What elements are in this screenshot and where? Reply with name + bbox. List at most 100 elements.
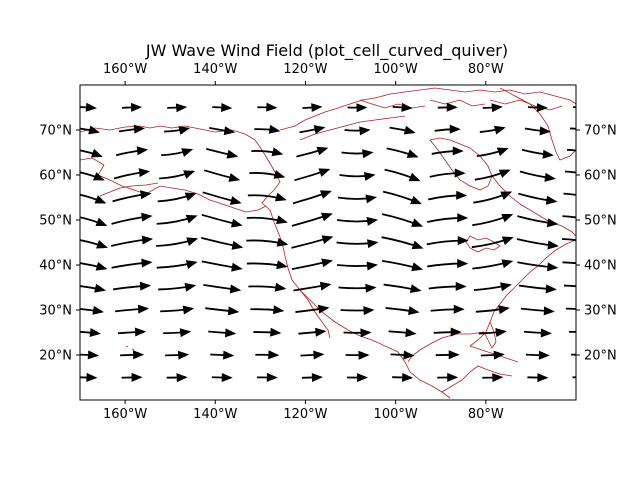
wind-arrow-head: [133, 124, 146, 134]
wind-arrow-head: [184, 282, 197, 292]
wind-arrow-head: [450, 327, 462, 337]
coastline-aleutians: [99, 182, 159, 197]
wind-arrow-head: [587, 148, 599, 157]
lon-tick-label-top: 140°W: [193, 62, 237, 77]
wind-arrow-head: [359, 126, 371, 136]
wind-arrow-head: [453, 304, 465, 314]
wind-arrow-head: [137, 304, 150, 314]
lon-tick-label-bottom: 100°W: [374, 407, 418, 422]
wind-arrow-head: [179, 328, 192, 338]
wind-arrow-head: [455, 281, 467, 291]
wind-arrow-head: [319, 281, 332, 291]
wind-arrow-head: [221, 373, 233, 383]
lat-tick-label-right: 60°N: [584, 169, 617, 184]
wind-arrow-head: [266, 372, 278, 382]
lon-tick-label-bottom: 80°W: [468, 407, 504, 422]
wind-arrow-head: [226, 149, 239, 159]
map-ticks: 160°W 160°W 140°W 140°W 120°W 120°W 100°W 100°W…: [39, 62, 617, 422]
map-content: [80, 87, 599, 399]
wind-arrow-head: [586, 328, 597, 337]
wind-arrow-head: [356, 103, 368, 113]
wind-arrow-head: [537, 373, 549, 383]
wind-arrow-head: [311, 103, 323, 113]
wind-arrow-head: [401, 372, 414, 382]
lon-tick-label-top: 80°W: [468, 62, 504, 77]
wind-arrow-head: [229, 284, 242, 294]
wind-arrow-head: [268, 124, 281, 134]
map-title: JW Wave Wind Field (plot_cell_curved_qui…: [145, 41, 508, 61]
coastline-greenland: [499, 87, 576, 161]
wind-arrow-head: [454, 168, 466, 178]
wind-arrow-head: [311, 373, 323, 383]
wind-arrow-shaft: [570, 353, 576, 356]
map-panel: [79, 84, 599, 401]
wind-arrow-head: [363, 306, 375, 316]
wind-arrow-head: [85, 102, 97, 112]
wind-arrow-head: [141, 235, 154, 245]
wind-arrow-head: [138, 168, 151, 178]
wind-arrow-shaft: [566, 148, 576, 152]
wind-arrow-head: [223, 126, 236, 136]
wind-arrow-head: [95, 217, 108, 227]
wind-arrow-head: [271, 147, 284, 157]
coastline-florida: [483, 321, 497, 349]
map-background: [80, 85, 576, 400]
wind-arrow-head: [92, 305, 104, 315]
wind-arrow-head: [492, 373, 504, 383]
wind-arrow-head: [228, 173, 241, 182]
wind-arrow-head: [313, 350, 325, 360]
wind-arrow-head: [268, 350, 280, 360]
wind-arrow-head: [408, 306, 420, 316]
wind-arrow-head: [501, 236, 514, 246]
wind-arrow-head: [229, 196, 242, 205]
wind-arrow-head: [358, 350, 370, 360]
wind-arrow-shaft: [561, 238, 576, 242]
wind-arrow-head: [448, 350, 460, 360]
wind-arrow-head: [495, 328, 507, 337]
lon-tick-label-bottom: 120°W: [283, 407, 327, 422]
wind-arrow-head: [139, 281, 152, 291]
wind-arrow-head: [411, 218, 423, 227]
wind-arrow-head: [276, 215, 288, 225]
wind-arrow-shaft: [568, 330, 576, 333]
wind-arrow-head: [178, 126, 191, 135]
wind-arrow-head: [177, 350, 190, 360]
lat-tick-label-left: 60°N: [39, 169, 72, 184]
wind-arrow-head: [231, 240, 244, 250]
wind-arrow-head: [544, 172, 556, 182]
wind-arrow-head: [273, 170, 286, 179]
wind-arrow-shaft: [563, 192, 576, 196]
wind-arrow-head: [132, 350, 145, 360]
wind-arrow-head: [140, 190, 152, 200]
map-frame: [79, 84, 577, 401]
lat-tick-label-right: 40°N: [584, 259, 617, 274]
wind-arrow-head: [175, 103, 188, 113]
wind-arrow-head: [363, 171, 376, 181]
lat-tick-label-left: 30°N: [39, 304, 72, 319]
wind-arrow-head: [321, 235, 334, 245]
wind-arrow-head: [270, 327, 282, 337]
wind-arrow-head: [276, 260, 288, 270]
lat-tick-label-right: 50°N: [584, 214, 617, 229]
coastline-baja: [299, 289, 331, 339]
wind-arrow-head: [403, 125, 416, 135]
coastline-north-america-east: [469, 239, 576, 347]
wind-arrow-head: [540, 328, 552, 338]
wind-arrow-head: [366, 216, 379, 226]
coastlines: [80, 87, 576, 399]
wind-arrow-head: [315, 327, 327, 337]
wind-arrow-head: [360, 328, 372, 338]
wind-arrow-head: [547, 240, 559, 250]
wind-arrow-head: [542, 149, 554, 159]
wind-arrow-head: [356, 373, 369, 383]
wind-arrow-head: [227, 306, 240, 316]
wind-arrow-head: [221, 103, 233, 113]
wind-arrow-head: [456, 190, 468, 200]
lat-tick-label-left: 40°N: [39, 259, 72, 274]
wind-arrow-shaft: [562, 215, 576, 219]
wind-arrow-head: [409, 284, 422, 293]
wind-arrow-head: [408, 172, 421, 182]
wind-arrow-head: [493, 350, 505, 360]
wind-arrows: [80, 102, 599, 383]
lon-tick-label-top: 160°W: [103, 62, 147, 77]
